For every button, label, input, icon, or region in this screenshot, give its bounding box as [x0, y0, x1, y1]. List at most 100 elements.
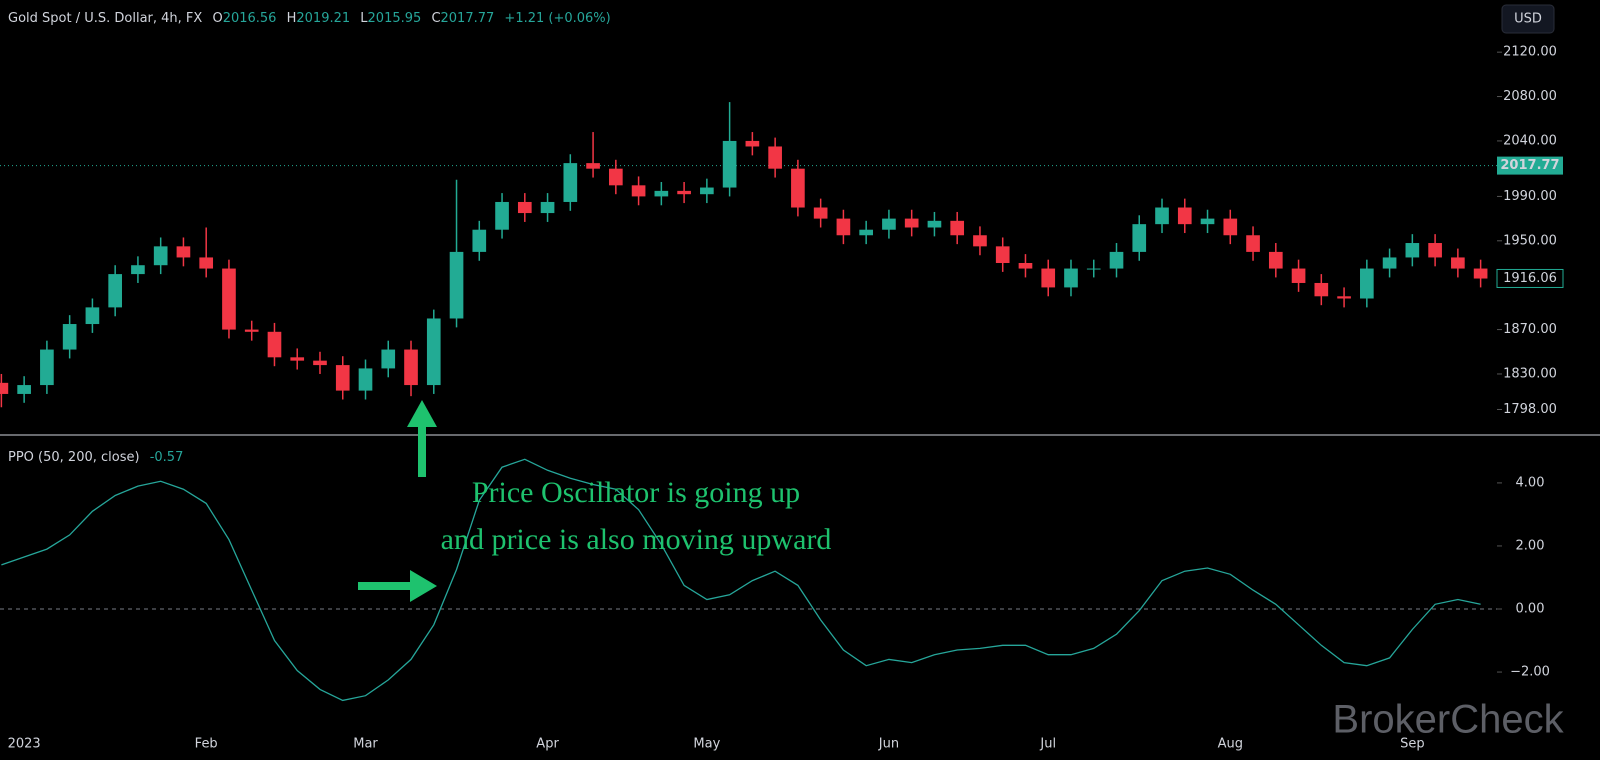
- candle-body: [882, 218, 896, 230]
- candle-body: [1155, 207, 1169, 225]
- candle-body: [426, 318, 441, 386]
- candle-body: [1177, 207, 1192, 225]
- candle-body: [131, 265, 145, 275]
- y-tick-label: 1990.00: [1503, 189, 1557, 204]
- candle-body: [40, 349, 54, 386]
- candle-body: [517, 201, 532, 214]
- candle-body: [677, 190, 691, 195]
- high-value: 2019.21: [296, 11, 350, 26]
- low-value: 2015.95: [368, 11, 422, 26]
- candle-body: [768, 146, 782, 169]
- y-tick-label: 1870.00: [1503, 322, 1557, 337]
- candle-body: [404, 349, 418, 386]
- ppo-title: PPO (50, 200, close): [8, 450, 140, 465]
- candle-body: [1314, 282, 1329, 297]
- x-tick-label: Aug: [1218, 737, 1243, 752]
- candle-body: [1018, 262, 1033, 269]
- x-tick-label: Apr: [536, 737, 559, 752]
- candle-body: [108, 274, 122, 308]
- y-tick-label: 2080.00: [1503, 89, 1557, 104]
- candle-body: [290, 357, 305, 361]
- open-value: 2016.56: [223, 11, 277, 26]
- candle-body: [62, 324, 77, 350]
- x-tick-label: Feb: [195, 737, 218, 752]
- candle-body: [609, 168, 623, 186]
- candle-body: [1405, 243, 1420, 258]
- candle-body: [1086, 268, 1101, 270]
- candle-body: [472, 229, 487, 252]
- candle-body: [1428, 243, 1442, 258]
- y-tick-label: 1830.00: [1503, 366, 1557, 381]
- candle-body: [1132, 224, 1147, 252]
- candle-body: [17, 385, 31, 394]
- candle-body: [0, 382, 9, 394]
- candle-body: [1291, 268, 1306, 283]
- open-label: O: [212, 11, 222, 26]
- candle-body: [654, 190, 669, 197]
- currency[interactable]: USD: [1514, 12, 1542, 27]
- candle-body: [495, 201, 509, 230]
- candle-body: [950, 220, 965, 236]
- candle-body: [1200, 218, 1215, 225]
- arrow-up: [407, 400, 437, 477]
- x-tick-label: Mar: [353, 737, 378, 752]
- candle-body: [813, 207, 828, 219]
- currency-button[interactable]: [1501, 4, 1555, 34]
- last-price-label: 1916.06: [1503, 271, 1557, 286]
- candle-body: [153, 246, 168, 266]
- x-tick-label: Jun: [878, 737, 899, 752]
- candle-body: [836, 218, 851, 236]
- candle-body: [1246, 235, 1260, 252]
- high-label: H: [287, 11, 297, 26]
- arrow-right: [358, 570, 437, 602]
- candle-body: [267, 331, 282, 358]
- candle-body: [631, 185, 646, 197]
- candle-body: [1360, 268, 1374, 299]
- candle-body: [176, 246, 191, 258]
- candle-body: [335, 365, 350, 391]
- candle-body: [586, 163, 600, 169]
- candle-body: [927, 220, 942, 228]
- y-tick-label: 0.00: [1516, 602, 1545, 617]
- y-tick-label: 2120.00: [1503, 45, 1557, 60]
- candle-body: [222, 268, 236, 330]
- price-line-label-box: [1497, 156, 1563, 175]
- symbol: Gold Spot / U.S. Dollar, 4h, FX: [8, 11, 202, 26]
- candle-body: [313, 360, 327, 366]
- candle-body: [1223, 218, 1238, 236]
- x-tick-label: May: [693, 737, 720, 752]
- ppo-line: [1, 458, 1481, 702]
- candle-body: [1337, 296, 1351, 299]
- candle-body: [1041, 268, 1056, 288]
- ppo-last-value: -0.57: [150, 450, 184, 465]
- plot-area: 2120.00 2080.00 2040.00 1990.00 1950.00 1870.…: [0, 45, 1564, 752]
- candle-body: [1451, 257, 1465, 269]
- annotation-line: Price Oscillator is going up: [472, 476, 800, 509]
- y-tick-label: 2040.00: [1503, 133, 1557, 148]
- close-value: 2017.77: [441, 11, 495, 26]
- candle-body: [358, 368, 373, 391]
- candle-body: [1064, 268, 1078, 288]
- watermark: BrokerCheck: [1332, 698, 1564, 742]
- x-tick-label: Jul: [1039, 737, 1056, 752]
- low-label: L: [360, 11, 368, 26]
- candle-body: [791, 168, 805, 208]
- close-label: C: [431, 11, 440, 26]
- y-tick-label: 4.00: [1516, 475, 1545, 490]
- candle-body: [973, 235, 987, 247]
- candle-body: [722, 140, 737, 188]
- y-tick-label: 1798.00: [1503, 402, 1557, 417]
- y-tick-label: −2.00: [1510, 665, 1550, 680]
- y-tick-label: 2.00: [1516, 538, 1545, 553]
- candle-body: [700, 187, 714, 195]
- candle-body: [449, 251, 464, 319]
- x-tick-label: Sep: [1400, 737, 1425, 752]
- change: +1.21 (+0.06%): [504, 11, 610, 26]
- candle-body: [199, 257, 214, 269]
- last-price-box: [1496, 268, 1564, 288]
- ppo-header: PPO (50, 200, close) -0.57: [8, 450, 183, 465]
- candle-body: [1268, 251, 1283, 269]
- annotation-line: and price is also moving upward: [441, 523, 832, 556]
- candle-body: [904, 218, 919, 228]
